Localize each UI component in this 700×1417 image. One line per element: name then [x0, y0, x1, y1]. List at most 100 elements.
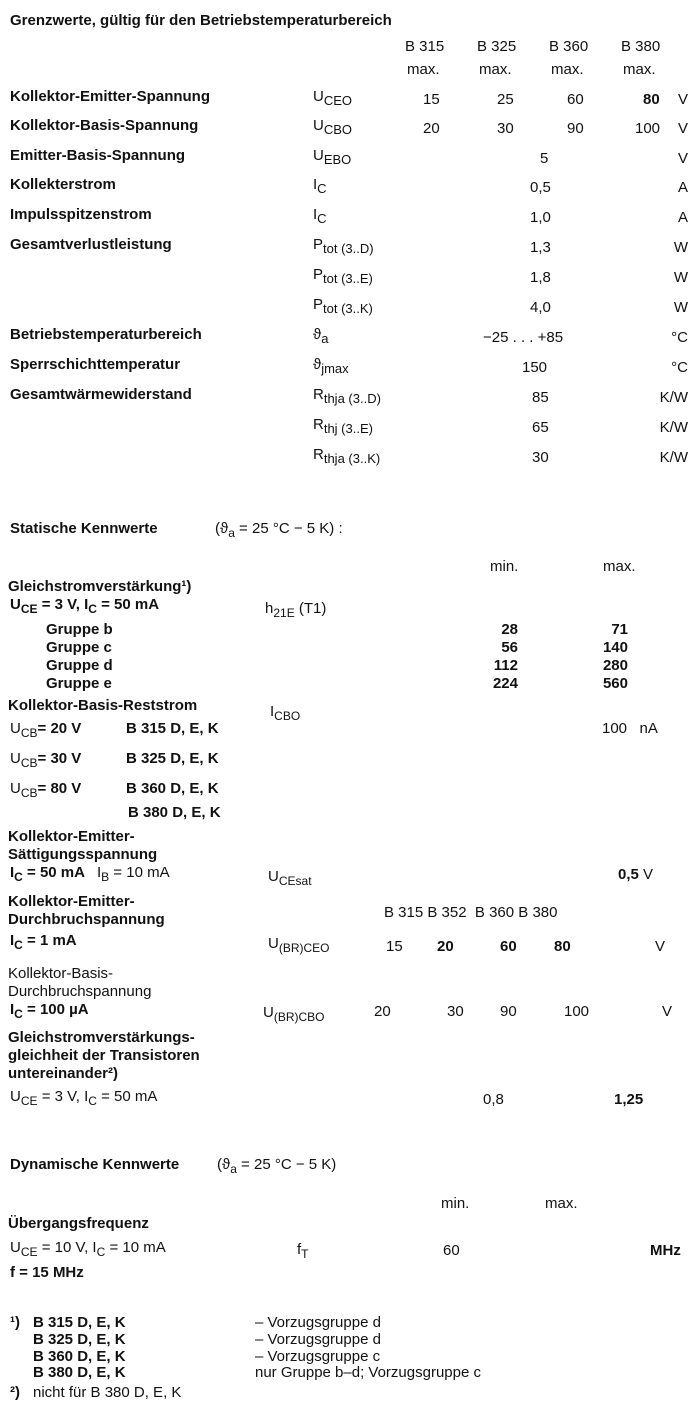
unit: V — [677, 91, 688, 108]
symbol: UEBO — [313, 147, 352, 167]
sat-label-1: Kollektor-Emitter- — [8, 828, 135, 845]
ft-condition-2: f = 15 MHz — [10, 1264, 84, 1281]
group-name: Gruppe e — [46, 675, 112, 692]
symbol: Ptot (3..E) — [313, 266, 373, 286]
bce-symbol: U(BR)CEO — [268, 935, 330, 955]
group-min: 56 — [501, 639, 518, 656]
bce-label-2: Durchbruchspannung — [8, 911, 165, 928]
sat-symbol: UCEsat — [268, 868, 312, 888]
ft-min: 60 — [443, 1242, 460, 1259]
icbo-value: 100 nA — [602, 720, 658, 737]
eq-label-1: Gleichstromverstärkungs- — [8, 1029, 195, 1046]
unit: K/W — [659, 389, 688, 406]
dynamic-max-header: max. — [545, 1195, 578, 1212]
row-label: Impulsspitzenstrom — [10, 206, 152, 223]
ft-label: Übergangsfrequenz — [8, 1215, 149, 1232]
bcb-label-2: Durchbruchspannung — [8, 983, 152, 1000]
symbol: Rthja (3..D) — [313, 386, 381, 406]
ft-condition: UCE = 10 V, IC = 10 mA — [10, 1239, 166, 1259]
ft-symbol: fT — [297, 1241, 309, 1261]
bcb-label-1: Kollektor-Basis- — [8, 965, 114, 982]
footnote-type: B 360 D, E, K — [33, 1348, 126, 1365]
footnote-type: B 325 D, E, K — [33, 1331, 126, 1348]
dynamic-min-header: min. — [441, 1195, 470, 1212]
gain-symbol: h21E (T1) — [265, 600, 327, 620]
value: 85 — [532, 389, 549, 406]
bce-value: 15 — [386, 938, 403, 955]
value: 1,0 — [530, 209, 551, 226]
sat-condition: IC = 50 mA IB = 10 mA — [10, 864, 170, 884]
ft-unit: MHz — [650, 1242, 681, 1259]
bcb-unit: V — [662, 1003, 673, 1020]
symbol: Ptot (3..K) — [313, 296, 373, 316]
row-label: Kollektor-Basis-Spannung — [10, 117, 199, 134]
icbo-extra-type: B 380 D, E, K — [128, 804, 221, 821]
bcb-value: 100 — [564, 1003, 590, 1020]
value: 0,5 — [530, 179, 551, 196]
eq-min: 0,8 — [483, 1091, 504, 1108]
bce-value: 20 — [437, 938, 454, 955]
unit: °C — [671, 329, 688, 346]
unit: V — [677, 150, 688, 167]
symbol: ϑa — [313, 326, 329, 346]
footnote-type: B 315 D, E, K — [33, 1314, 126, 1331]
max-header: max. — [623, 61, 656, 78]
type-header: B 360 — [549, 38, 589, 55]
footnote-1-mark: ¹) — [10, 1314, 20, 1331]
bce-label-1: Kollektor-Emitter- — [8, 893, 135, 910]
value: 30 — [532, 449, 549, 466]
bce-value: 60 — [500, 938, 517, 955]
value: 65 — [532, 419, 549, 436]
static-max-header: max. — [603, 558, 636, 575]
gain-label: Gleichstromverstärkung¹) — [8, 578, 192, 595]
icbo-label: Kollektor-Basis-Reststrom — [8, 697, 198, 714]
group-min: 224 — [492, 675, 518, 692]
dynamic-title: Dynamische Kennwerte — [10, 1156, 180, 1173]
static-condition: (ϑa = 25 °C − 5 K) : — [215, 520, 343, 540]
row-label: Gesamtwärmewiderstand — [10, 386, 192, 403]
icbo-symbol: ICBO — [270, 703, 301, 723]
value: 90 — [567, 120, 584, 137]
group-max: 140 — [602, 639, 628, 656]
group-name: Gruppe d — [46, 657, 113, 674]
row-label: Kollektor-Emitter-Spannung — [10, 88, 211, 105]
value: 4,0 — [530, 299, 551, 316]
bcb-symbol: U(BR)CBO — [263, 1004, 325, 1024]
value: 100 — [635, 120, 661, 137]
bcb-value: 90 — [500, 1003, 517, 1020]
type-header: B 380 — [621, 38, 661, 55]
symbol: IC — [313, 206, 327, 226]
group-name: Gruppe c — [46, 639, 112, 656]
footnote-type: B 380 D, E, K — [33, 1364, 126, 1381]
sat-value: 0,5 V — [618, 866, 654, 883]
value: 80 — [643, 91, 660, 108]
unit: V — [677, 120, 688, 137]
group-max: 280 — [602, 657, 628, 674]
type-header: B 325 — [477, 38, 517, 55]
group-max: 71 — [611, 621, 628, 638]
symbol: ϑjmax — [313, 356, 349, 376]
footnote-note: – Vorzugsgruppe d — [255, 1314, 381, 1331]
footnote-2-mark: ²) — [10, 1384, 20, 1401]
footnote-2-text: nicht für B 380 D, E, K — [33, 1384, 182, 1401]
group-max: 560 — [602, 675, 628, 692]
value: −25 . . . +85 — [483, 329, 564, 346]
limits-title: Grenzwerte, gültig für den Betriebstempe… — [10, 12, 392, 29]
eq-label-2: gleichheit der Transistoren — [8, 1047, 200, 1064]
unit: K/W — [659, 449, 688, 466]
sat-label-2: Sättigungsspannung — [8, 846, 158, 863]
bcb-value: 30 — [447, 1003, 464, 1020]
gain-condition: UCE = 3 V, IC = 50 mA — [10, 596, 160, 616]
eq-max: 1,25 — [614, 1091, 644, 1108]
footnote-note: – Vorzugsgruppe c — [255, 1348, 381, 1365]
static-title: Statische Kennwerte — [10, 520, 158, 537]
icbo-condition: UCB= 80 V — [10, 780, 82, 800]
footnote-note: – Vorzugsgruppe d — [255, 1331, 381, 1348]
eq-label-3: untereinander²) — [8, 1065, 119, 1082]
unit: W — [673, 269, 688, 286]
dynamic-condition: (ϑa = 25 °C − 5 K) — [217, 1156, 337, 1176]
max-header: max. — [479, 61, 512, 78]
value: 30 — [497, 120, 514, 137]
unit: W — [673, 239, 688, 256]
unit: °C — [671, 359, 688, 376]
